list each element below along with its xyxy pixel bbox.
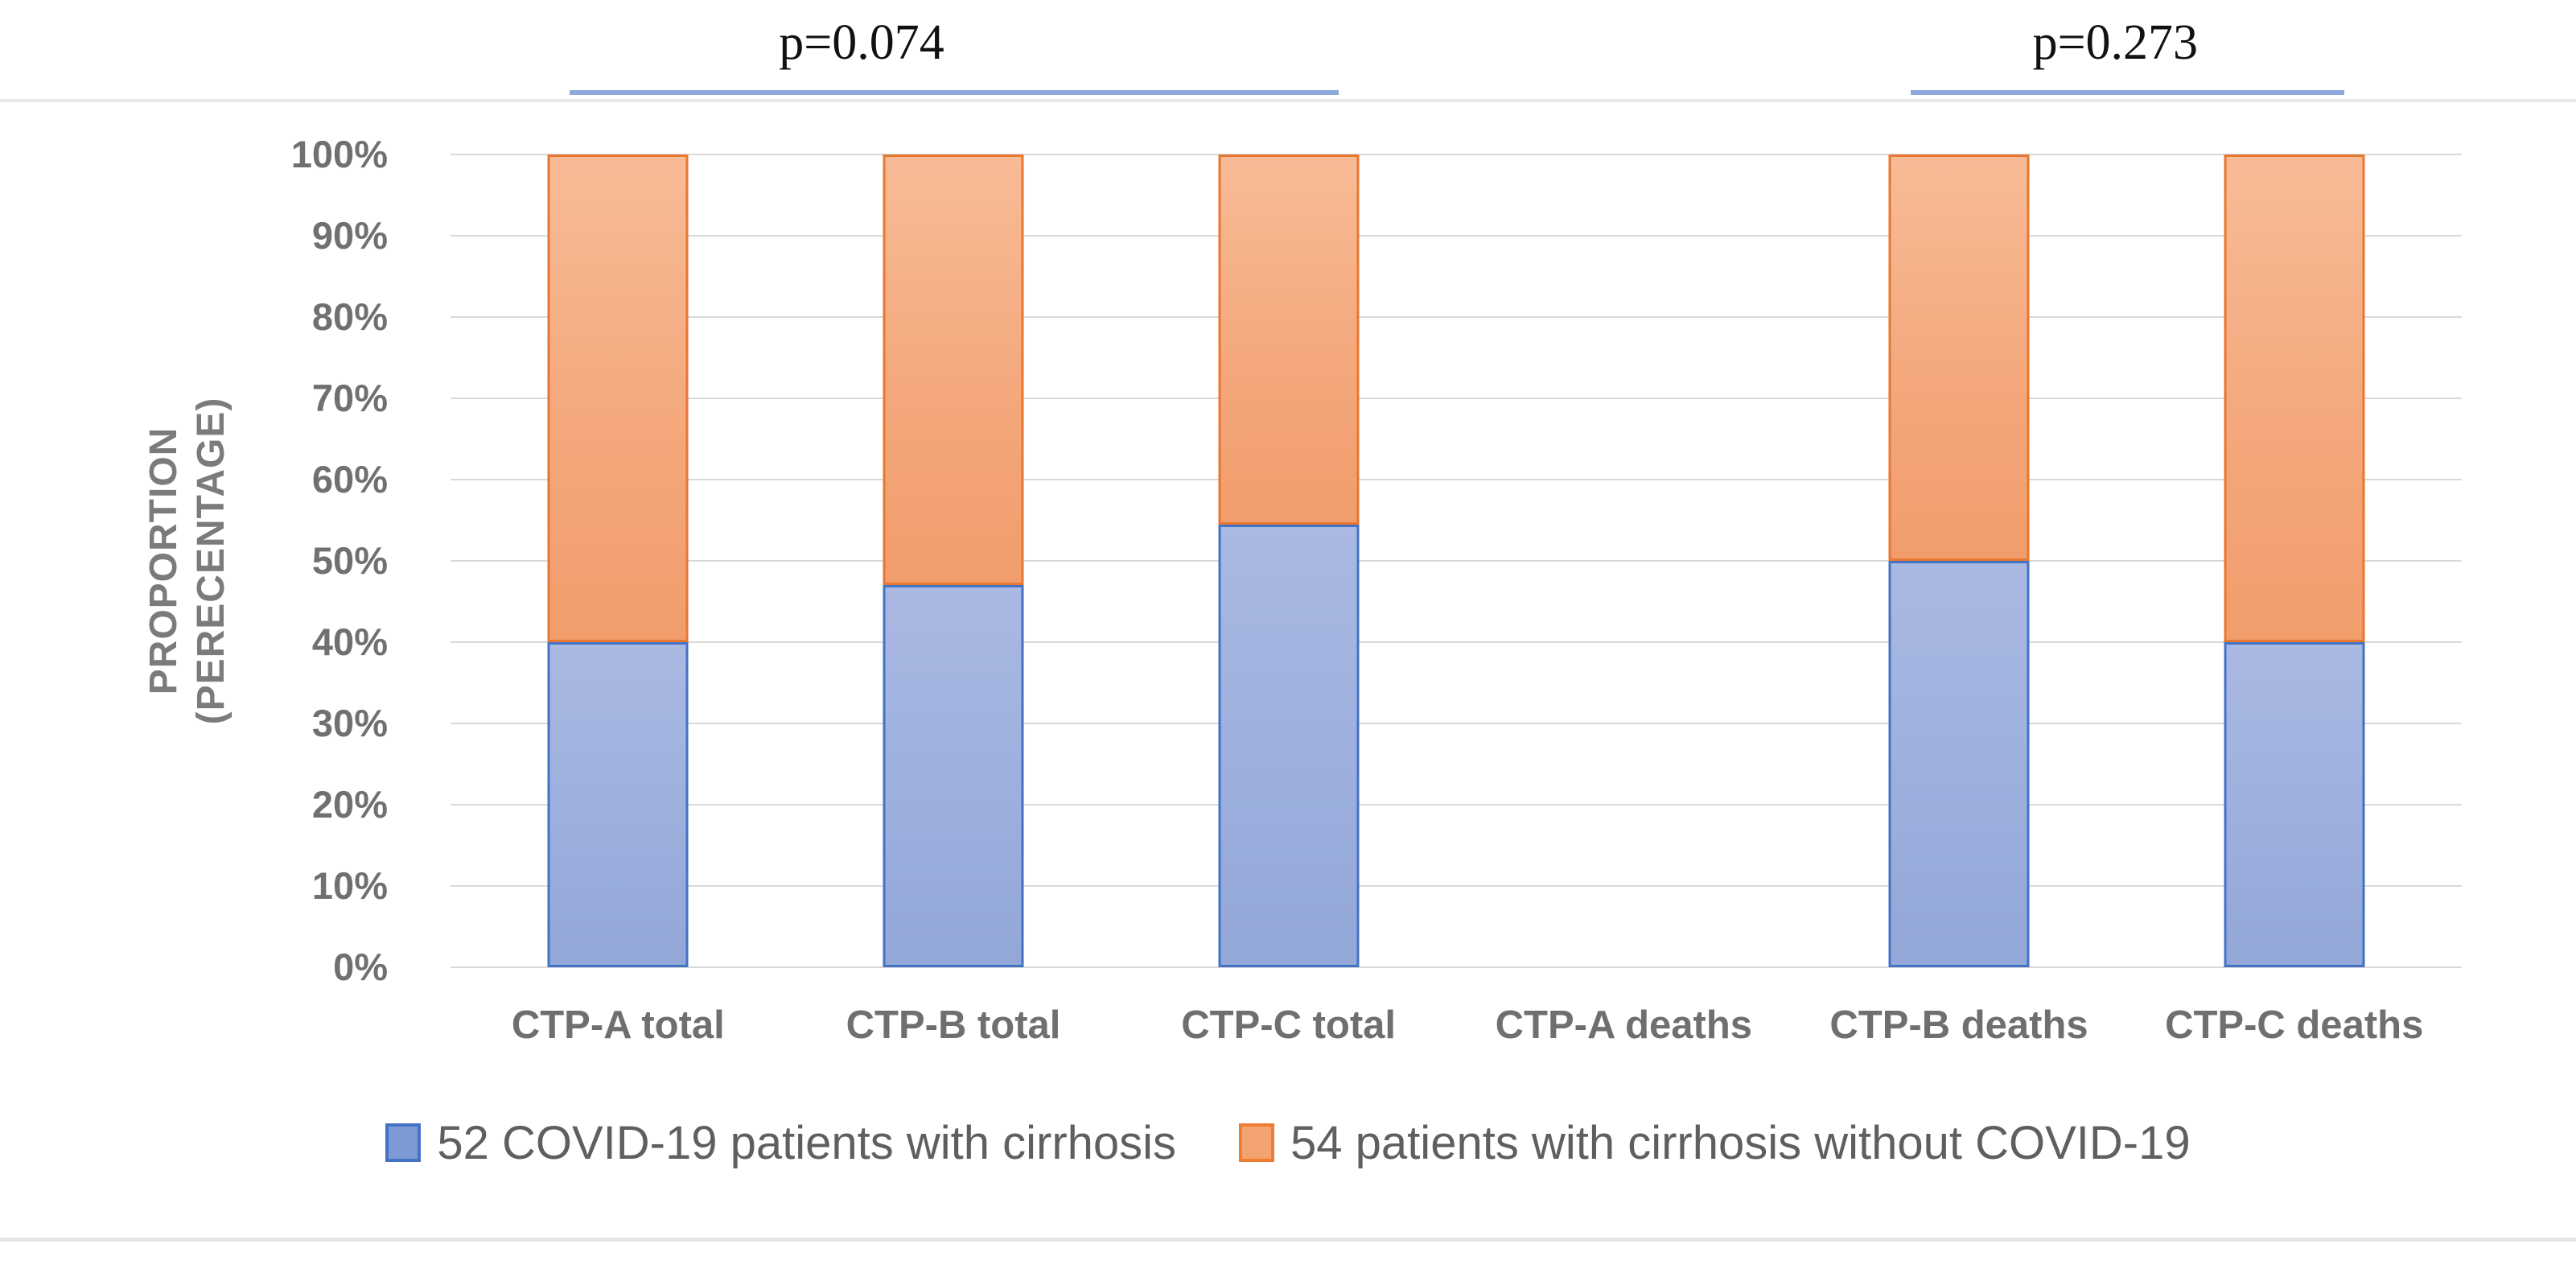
y-tick-label: 100% — [290, 133, 388, 175]
legend-item-noncovid: 54 patients with cirrhosis without COVID… — [1239, 1116, 2191, 1170]
y-tick-label: 20% — [311, 783, 388, 826]
y-tick-label: 80% — [311, 295, 388, 338]
frame-bottom-border — [0, 1238, 2576, 1242]
y-tick-label: 30% — [311, 702, 388, 744]
gridline — [451, 804, 2462, 805]
bar-segment-covid — [1218, 524, 1360, 967]
x-axis-labels: CTP-A total CTP-B total CTP-C total CTP-A d… — [451, 996, 2462, 1054]
pvalue-label: p=0.273 — [2032, 15, 2199, 70]
y-tick-label: 50% — [311, 539, 388, 582]
legend-item-covid: 52 COVID-19 patients with cirrhosis — [385, 1116, 1176, 1170]
y-tick-label: 0% — [333, 946, 388, 988]
bar-segment-noncovid — [883, 155, 1024, 586]
frame-top-border — [0, 99, 2576, 102]
bar-segment-covid — [1888, 561, 2030, 967]
gridline — [451, 235, 2462, 237]
y-tick-label: 70% — [311, 377, 388, 419]
y-tick-label: 40% — [311, 620, 388, 663]
bar-slot-ctp-c-deaths — [2126, 155, 2462, 967]
gridline — [451, 560, 2462, 562]
gridline — [451, 479, 2462, 480]
stacked-bar — [1888, 155, 2030, 967]
legend-swatch-noncovid — [1239, 1123, 1275, 1162]
bar-segment-noncovid — [547, 155, 689, 642]
y-tick-label: 60% — [311, 458, 388, 501]
x-axis-label: CTP-B deaths — [1829, 1003, 2088, 1047]
bar-slot-ctp-c-total — [1121, 155, 1456, 967]
stacked-bar — [883, 155, 1024, 967]
bar-segment-covid — [2224, 642, 2365, 967]
pvalue-bracket-line — [1911, 90, 2344, 95]
bar-slot-ctp-b-deaths — [1792, 155, 2127, 967]
legend-label: 52 COVID-19 patients with cirrhosis — [437, 1116, 1177, 1169]
bar-slot-ctp-a-deaths — [1456, 155, 1792, 967]
bar-slots — [451, 155, 2462, 967]
gridline — [451, 398, 2462, 399]
legend-label: 54 patients with cirrhosis without COVID… — [1290, 1116, 2191, 1169]
stacked-bar — [1218, 155, 1360, 967]
bar-slot-ctp-b-total — [786, 155, 1121, 967]
gridline — [451, 154, 2462, 155]
y-tick-label: 10% — [311, 864, 388, 907]
gridline — [451, 723, 2462, 724]
x-axis-label: CTP-A total — [511, 1003, 725, 1047]
gridline — [451, 641, 2462, 643]
x-axis-label: CTP-C total — [1181, 1003, 1397, 1047]
x-axis-label: CTP-A deaths — [1495, 1003, 1753, 1047]
gridline — [451, 966, 2462, 968]
pvalue-label: p=0.074 — [779, 15, 944, 70]
x-axis-label: CTP-C deaths — [2165, 1003, 2424, 1047]
bar-segment-noncovid — [1888, 155, 2030, 561]
legend-swatch-covid — [385, 1123, 422, 1162]
legend: 52 COVID-19 patients with cirrhosis 54 pa… — [0, 1110, 2576, 1175]
pvalue-bracket-line — [570, 90, 1339, 95]
stacked-bar — [2224, 155, 2365, 967]
bar-slot-ctp-a-total — [451, 155, 786, 967]
gridline — [451, 885, 2462, 887]
gridline — [451, 316, 2462, 318]
y-tick-label: 90% — [311, 214, 388, 257]
bar-segment-noncovid — [1218, 155, 1360, 525]
y-axis-tick-labels: 100% 90% 80% 70% 60% 50% 40% 30% 20% 10% 0% — [0, 134, 388, 988]
x-axis-label: CTP-B total — [846, 1003, 1061, 1047]
bar-segment-covid — [547, 642, 689, 967]
bar-segment-covid — [883, 585, 1024, 967]
bar-segment-noncovid — [2224, 155, 2365, 642]
plot-area — [451, 154, 2462, 968]
stacked-bar — [547, 155, 689, 967]
